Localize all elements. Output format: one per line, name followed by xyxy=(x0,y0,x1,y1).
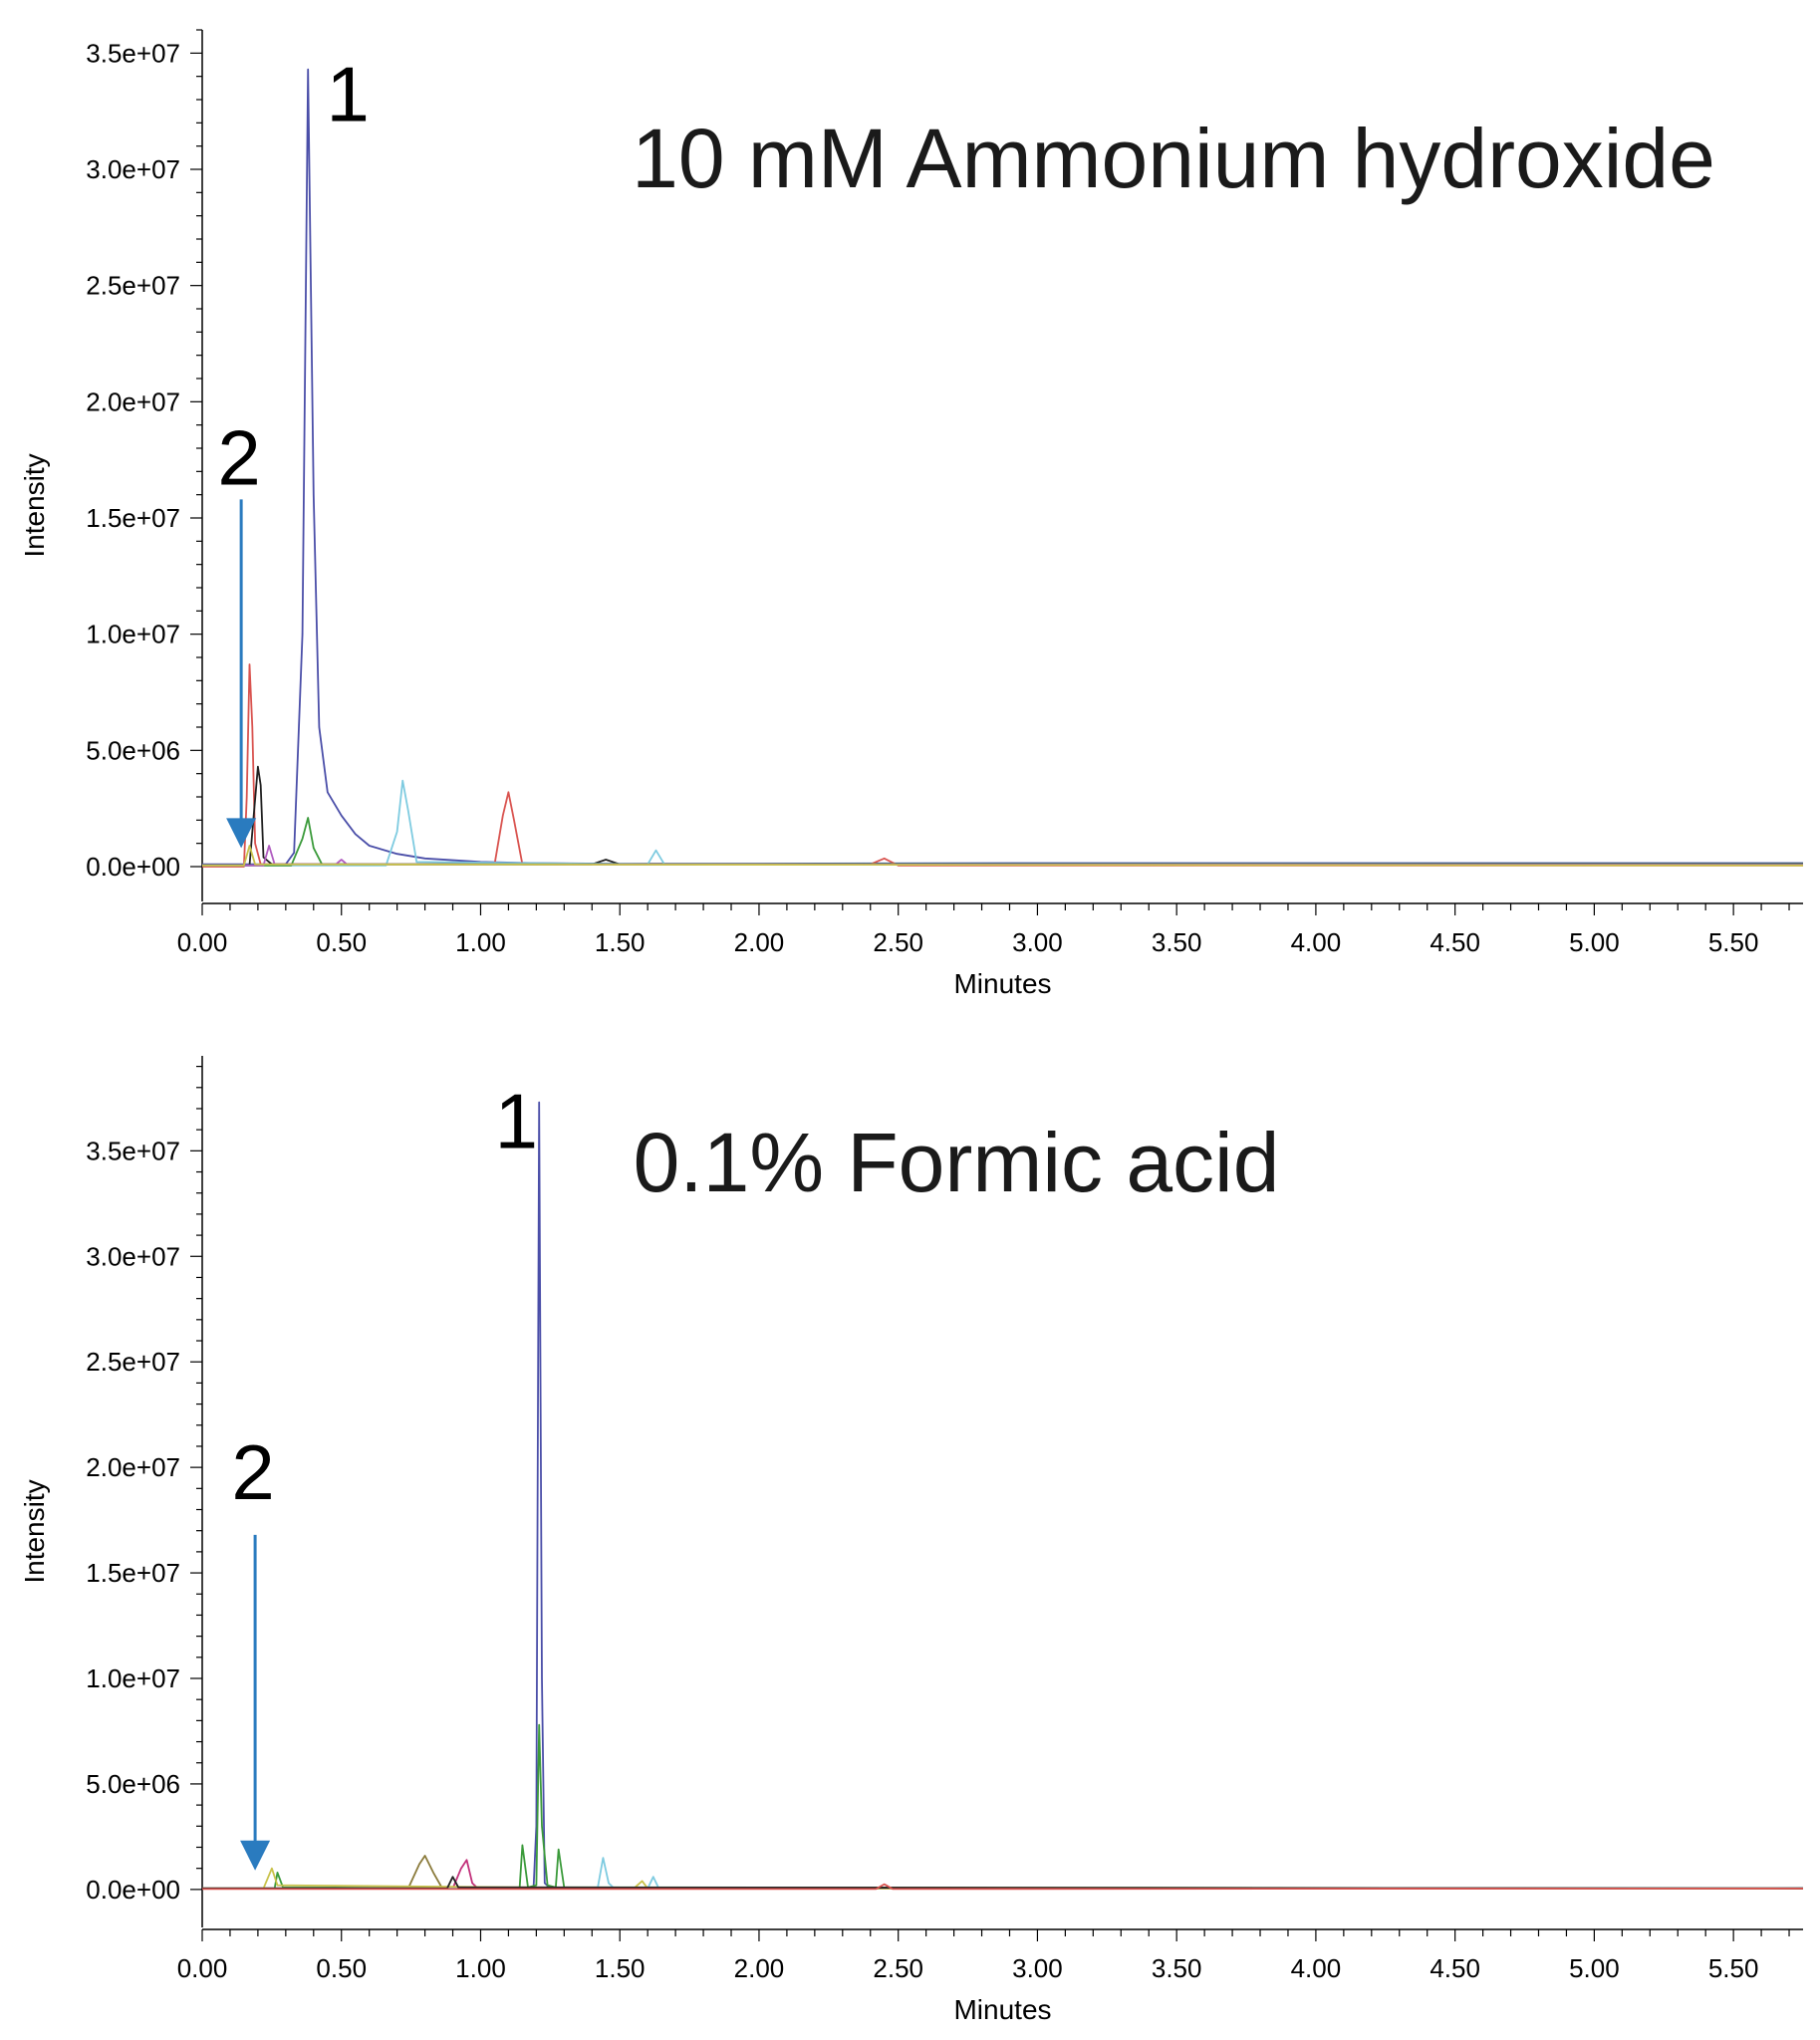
series-line-4 xyxy=(202,1859,1803,1890)
y-tick-label: 2.0e+07 xyxy=(86,1452,180,1482)
x-axis-title: Minutes xyxy=(953,1994,1051,2025)
series-line-3 xyxy=(202,765,1804,867)
series-line-6 xyxy=(202,1867,1803,1890)
peak-label-1: 1 xyxy=(327,51,370,138)
condition-title: 10 mM Ammonium hydroxide xyxy=(632,112,1715,205)
condition-title: 0.1% Formic acid xyxy=(634,1116,1280,1209)
x-tick-label: 0.50 xyxy=(316,927,367,957)
peak-label-2: 2 xyxy=(231,1428,274,1516)
x-tick-label: 5.50 xyxy=(1708,927,1759,957)
x-tick-label: 0.00 xyxy=(177,927,228,957)
x-tick-label: 3.00 xyxy=(1012,1953,1063,1983)
x-tick-label: 2.00 xyxy=(734,927,785,957)
series-line-2 xyxy=(202,1723,1804,1890)
x-tick-label: 0.00 xyxy=(177,1953,228,1983)
y-tick-label: 2.0e+07 xyxy=(86,386,180,416)
x-tick-label: 3.50 xyxy=(1152,927,1202,957)
x-tick-label: 1.00 xyxy=(455,927,506,957)
x-tick-label: 2.50 xyxy=(873,927,923,957)
series-line-3 xyxy=(202,1855,1804,1890)
x-tick-label: 1.00 xyxy=(455,1953,506,1983)
x-tick-label: 1.50 xyxy=(595,927,646,957)
x-tick-label: 0.50 xyxy=(316,1953,367,1983)
x-tick-label: 4.50 xyxy=(1430,927,1480,957)
y-tick-label: 1.0e+07 xyxy=(86,620,180,649)
series-line-7 xyxy=(202,845,1804,867)
peak-label-2: 2 xyxy=(217,414,260,502)
x-tick-label: 1.50 xyxy=(595,1953,646,1983)
y-tick-label: 5.0e+06 xyxy=(86,735,180,765)
x-tick-label: 4.50 xyxy=(1430,1953,1480,1983)
y-tick-label: 0.0e+00 xyxy=(86,852,180,882)
arrow-head xyxy=(226,818,257,849)
y-tick-label: 1.0e+07 xyxy=(86,1663,180,1693)
y-axis-title: Intensity xyxy=(19,453,50,557)
peak-label-1: 1 xyxy=(495,1077,538,1164)
y-tick-label: 2.5e+07 xyxy=(86,271,180,301)
y-tick-label: 3.0e+07 xyxy=(86,1241,180,1271)
x-tick-label: 5.50 xyxy=(1708,1953,1759,1983)
x-tick-label: 3.50 xyxy=(1152,1953,1202,1983)
y-tick-label: 3.5e+07 xyxy=(86,1136,180,1165)
x-tick-label: 5.00 xyxy=(1569,927,1620,957)
x-tick-label: 3.00 xyxy=(1012,927,1063,957)
series-line-5 xyxy=(202,817,1803,867)
series-line-5 xyxy=(202,1857,1804,1890)
series-line-2 xyxy=(202,663,1803,868)
series-line-1 xyxy=(202,1101,1803,1890)
y-tick-label: 0.0e+00 xyxy=(86,1875,180,1905)
y-tick-label: 5.0e+06 xyxy=(86,1769,180,1799)
y-tick-label: 2.5e+07 xyxy=(86,1347,180,1377)
y-tick-label: 1.5e+07 xyxy=(86,503,180,533)
y-tick-label: 1.5e+07 xyxy=(86,1558,180,1588)
x-axis-title: Minutes xyxy=(953,968,1051,999)
series-line-4 xyxy=(202,779,1803,867)
y-tick-label: 3.5e+07 xyxy=(86,38,180,68)
x-tick-label: 4.00 xyxy=(1291,1953,1342,1983)
x-tick-label: 4.00 xyxy=(1291,927,1342,957)
y-axis-title: Intensity xyxy=(19,1479,50,1583)
y-tick-label: 3.0e+07 xyxy=(86,154,180,184)
series-line-8 xyxy=(202,1883,1804,1891)
chart-panel-1: 0.0e+00 5.0e+06 1.0e+07 1.5e+07 2.0e+07 2.5e+… xyxy=(19,29,1804,999)
arrow-head xyxy=(240,1840,271,1871)
x-tick-label: 2.00 xyxy=(734,1953,785,1983)
x-tick-label: 2.50 xyxy=(873,1953,923,1983)
chart-panel-2: 0.0e+00 5.0e+06 1.0e+07 1.5e+07 2.0e+07 2.5e+… xyxy=(19,1056,1804,2025)
x-tick-label: 5.00 xyxy=(1569,1953,1620,1983)
